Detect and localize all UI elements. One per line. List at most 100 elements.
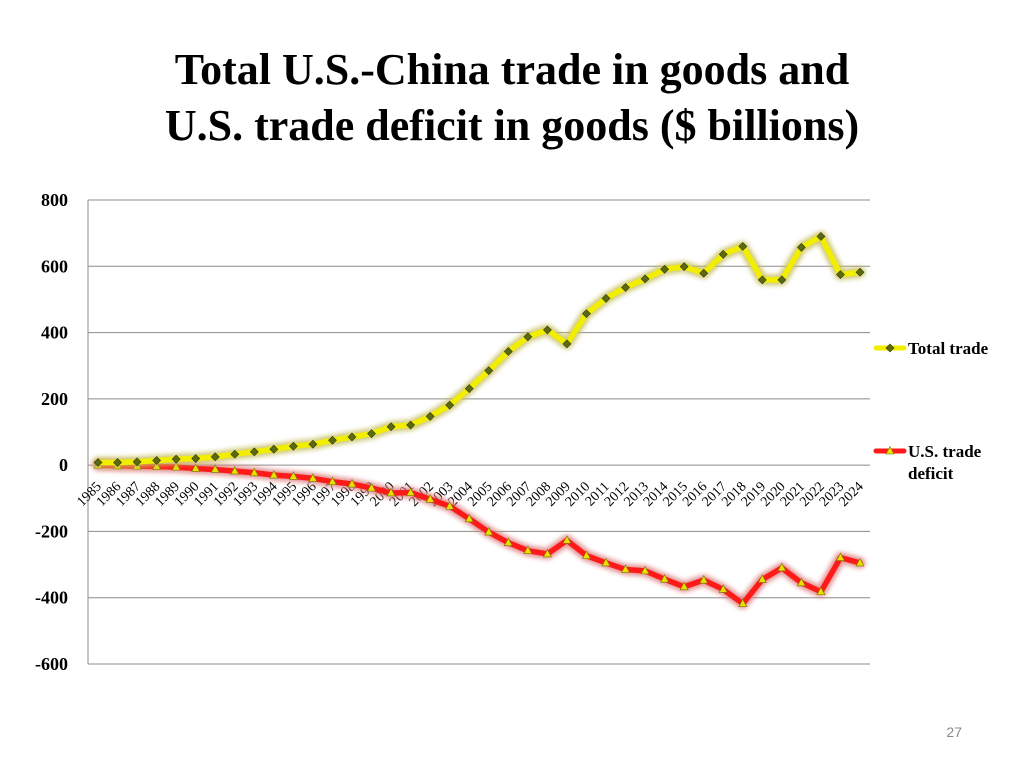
legend-label-line: deficit — [908, 464, 954, 483]
data-point-total-trade-2007 — [523, 332, 533, 342]
data-point-total-trade-2024 — [855, 267, 865, 277]
data-point-total-trade-2017 — [718, 249, 728, 259]
data-point-deficit-2001 — [406, 487, 416, 496]
data-point-deficit-2007 — [523, 545, 533, 554]
data-point-deficit-1991 — [210, 464, 220, 473]
data-point-deficit-2018 — [738, 598, 748, 607]
data-point-deficit-2002 — [425, 494, 435, 503]
series-line — [95, 462, 863, 607]
data-point-total-trade-1995 — [288, 441, 298, 451]
y-tick-label: 0 — [59, 455, 68, 475]
data-point-total-trade-1991 — [210, 452, 220, 462]
y-tick-label: 600 — [41, 256, 68, 276]
data-point-deficit-2000 — [386, 487, 396, 497]
data-point-total-trade-1987 — [132, 457, 142, 467]
y-tick-label: 400 — [41, 323, 68, 343]
data-point-total-trade-1998 — [347, 432, 357, 442]
data-point-deficit-1996 — [308, 473, 318, 482]
data-point-total-trade-1988 — [152, 456, 162, 465]
data-point-deficit-2022 — [816, 586, 826, 596]
data-point-total-trade-1994 — [269, 444, 279, 454]
data-point-deficit-2010 — [581, 550, 591, 559]
slide-title: Total U.S.-China trade in goods and U.S.… — [80, 42, 944, 154]
legend-item-trade-deficit: U.S. trade deficit — [871, 442, 982, 483]
data-point-deficit-2006 — [503, 537, 513, 546]
data-point-deficit-2005 — [484, 526, 494, 536]
y-tick-label: 200 — [41, 389, 68, 409]
y-tick-label: -200 — [35, 521, 68, 541]
data-point-deficit-1998 — [347, 478, 357, 488]
data-point-deficit-1992 — [230, 465, 240, 475]
chart-legend: Total trade U.S. trade deficit — [871, 339, 989, 483]
data-point-total-trade-2005 — [484, 366, 494, 376]
data-point-total-trade-2016 — [699, 268, 709, 278]
legend-marker — [885, 445, 895, 455]
data-point-total-trade-2001 — [406, 420, 416, 430]
data-point-deficit-1999 — [367, 482, 377, 492]
data-point-deficit-2008 — [542, 548, 552, 558]
data-point-total-trade-2014 — [660, 264, 670, 274]
legend-label: U.S. trade deficit — [908, 442, 982, 483]
series-line — [95, 233, 863, 466]
y-tick-label: -400 — [35, 588, 68, 608]
data-point-deficit-2015 — [679, 581, 689, 591]
data-point-deficit-1990 — [191, 463, 201, 472]
data-point-deficit-1989 — [171, 461, 181, 471]
data-point-total-trade-1993 — [249, 447, 259, 457]
data-point-total-trade-1985 — [93, 458, 103, 467]
data-point-deficit-2013 — [640, 565, 650, 575]
data-point-deficit-2021 — [796, 577, 806, 587]
data-point-deficit-1995 — [288, 471, 298, 480]
slide-title-line-1: Total U.S.-China trade in goods and — [174, 45, 850, 94]
data-point-total-trade-2018 — [738, 241, 748, 251]
y-tick-label: -600 — [35, 654, 68, 674]
data-point-deficit-2004 — [464, 513, 474, 523]
legend-item-total-trade: Total trade — [871, 339, 989, 358]
data-point-deficit-2024 — [855, 557, 865, 567]
data-point-deficit-2011 — [601, 557, 611, 567]
data-point-deficit-2009 — [562, 535, 572, 544]
page-number: 27 — [946, 724, 962, 740]
data-point-total-trade-2002 — [425, 411, 435, 421]
data-point-deficit-2019 — [757, 574, 767, 583]
data-point-total-trade-1999 — [367, 429, 376, 439]
data-point-total-trade-1997 — [328, 435, 337, 445]
data-point-deficit-1994 — [269, 469, 279, 479]
data-point-total-trade-2019 — [757, 275, 767, 285]
data-point-deficit-2012 — [621, 564, 631, 573]
data-point-total-trade-2015 — [679, 262, 689, 272]
data-point-total-trade-2010 — [582, 309, 591, 319]
data-point-deficit-1993 — [249, 467, 259, 477]
data-point-deficit-1997 — [327, 476, 337, 486]
data-point-total-trade-2003 — [445, 400, 455, 410]
data-point-total-trade-2004 — [464, 384, 474, 394]
data-point-total-trade-2013 — [640, 274, 650, 284]
data-point-deficit-2014 — [660, 574, 670, 583]
y-tick-label: 800 — [41, 190, 68, 210]
data-point-total-trade-2020 — [777, 275, 787, 285]
slide-title-line-2: U.S. trade deficit in goods ($ billions) — [164, 101, 860, 150]
data-point-total-trade-2012 — [621, 283, 630, 292]
series-total-trade — [92, 230, 866, 468]
data-point-total-trade-2023 — [836, 270, 845, 279]
data-point-total-trade-2022 — [816, 232, 826, 241]
legend-label: Total trade — [908, 339, 989, 358]
data-point-total-trade-1996 — [308, 439, 318, 449]
y-axis-tick-labels: 800 600 400 200 0 -200 -400 -600 — [35, 190, 68, 674]
data-point-total-trade-2009 — [562, 339, 572, 349]
data-point-total-trade-2000 — [386, 422, 396, 432]
data-point-deficit-2023 — [835, 552, 845, 561]
series-glow — [92, 230, 866, 468]
data-point-total-trade-1986 — [113, 458, 122, 467]
data-point-deficit-2003 — [445, 501, 455, 510]
data-point-deficit-2017 — [718, 584, 728, 593]
x-axis-tick-labels: 1985198619871988198919901991199219931994… — [74, 479, 866, 509]
data-point-deficit-2016 — [699, 575, 709, 584]
data-point-total-trade-1992 — [230, 449, 240, 459]
data-point-total-trade-1989 — [171, 454, 181, 464]
data-point-total-trade-1990 — [191, 454, 201, 463]
legend-label-line: U.S. trade — [908, 442, 982, 461]
data-point-total-trade-2011 — [601, 294, 611, 303]
